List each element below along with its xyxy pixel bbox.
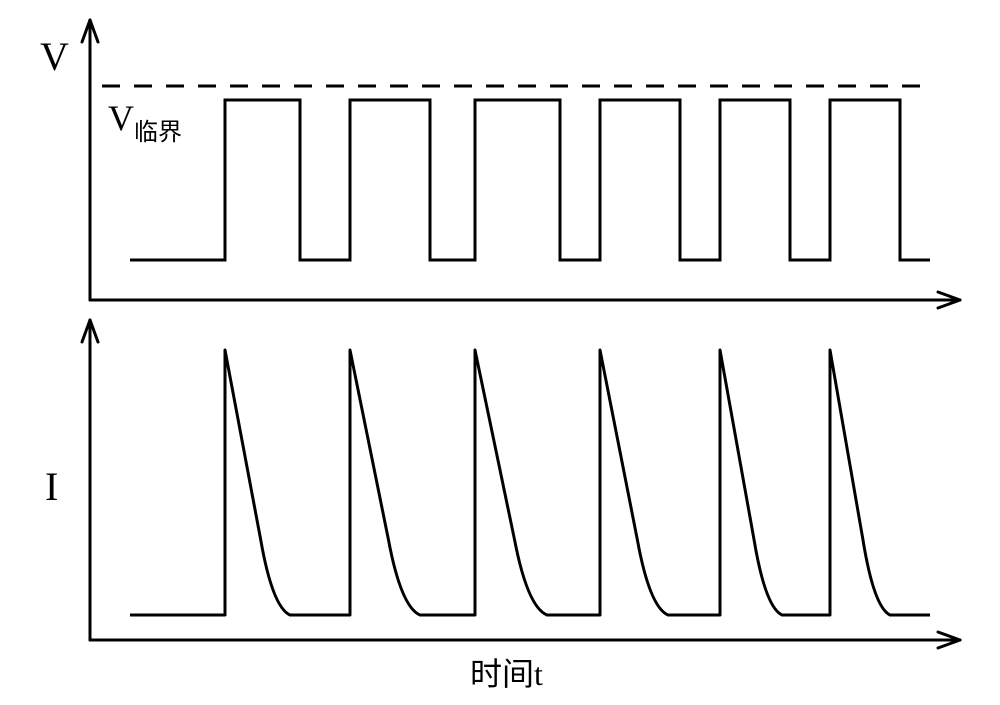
waveform-diagram: V V临界 I 时间t [0,0,1000,705]
x-axis-label-time: 时间t [470,656,543,692]
voltage-waveform [130,100,930,260]
y-axis-label-voltage: V [40,34,69,79]
y-axis-label-current: I [45,464,58,509]
current-waveform [130,350,930,615]
threshold-label: V临界 [108,98,182,146]
